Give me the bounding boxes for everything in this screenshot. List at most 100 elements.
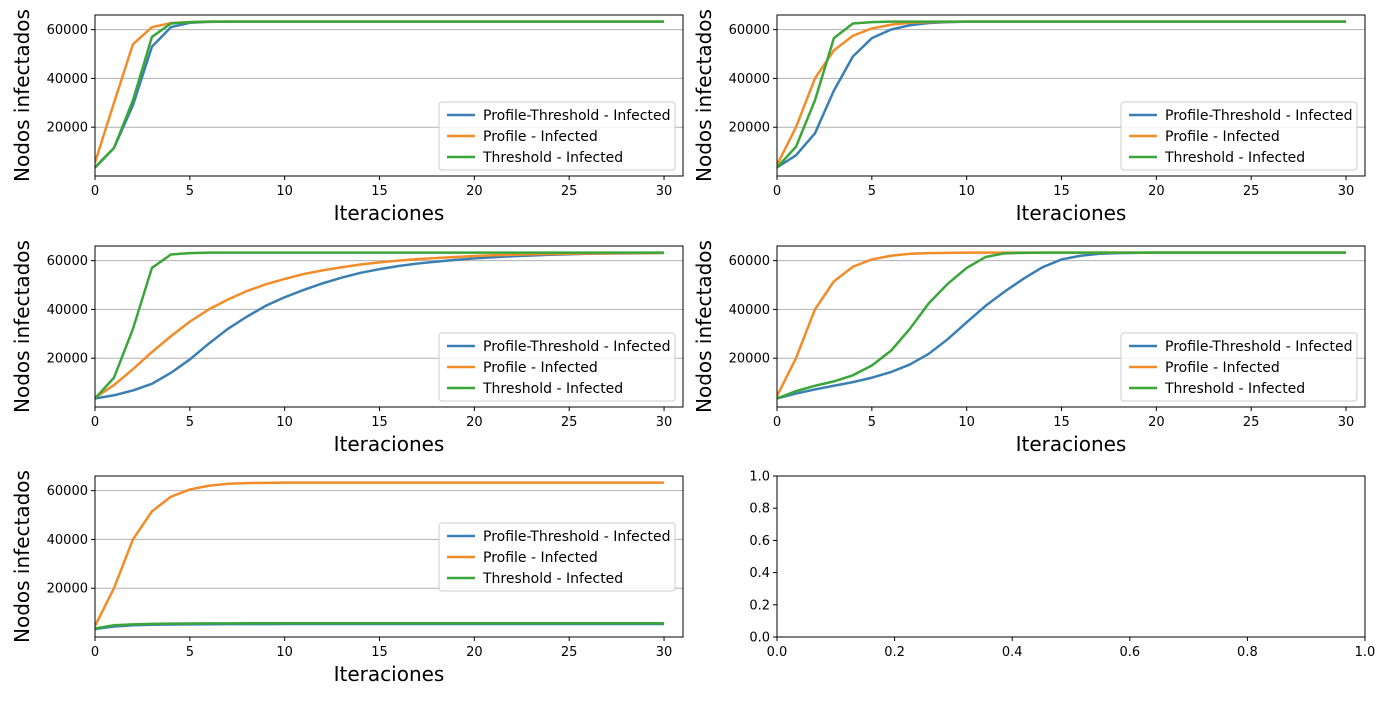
subplot-6: 0.0 0.2 0.4 0.6 0.8 1.0 0.0 0.2 0.4 0.6 0.8 1.0 bbox=[749, 470, 1375, 661]
legend: Profile-Threshold - Infected Profile - In… bbox=[438, 332, 676, 402]
legend-entry: Profile - Infected bbox=[1165, 129, 1280, 145]
legend-entry: Threshold - Infected bbox=[1164, 381, 1305, 397]
x-tick-label: 30 bbox=[656, 184, 673, 199]
y-tick-label: 1.0 bbox=[749, 470, 770, 485]
x-tick-label: 10 bbox=[276, 645, 293, 660]
x-axis-label: Iteraciones bbox=[1016, 201, 1127, 225]
y-tick-label: 0.6 bbox=[749, 534, 770, 549]
x-tick-label: 20 bbox=[1148, 415, 1165, 430]
legend-entry: Threshold - Infected bbox=[482, 571, 623, 587]
x-tick-label: 20 bbox=[466, 184, 483, 199]
x-tick-label: 20 bbox=[466, 645, 483, 660]
series-line-profile bbox=[95, 481, 665, 627]
axes-frame bbox=[776, 475, 1366, 638]
y-tick-label: 40000 bbox=[47, 533, 88, 548]
y-axis-label: Nodos infectados bbox=[10, 9, 34, 182]
legend-entry: Profile - Infected bbox=[483, 360, 598, 376]
x-tick-label: 25 bbox=[1243, 415, 1260, 430]
y-tick-label: 20000 bbox=[47, 352, 88, 367]
y-tick-label: 40000 bbox=[729, 72, 770, 87]
x-axis-label: Iteraciones bbox=[334, 662, 445, 686]
y-axis-label: Nodos infectados bbox=[10, 240, 34, 413]
y-axis-label: Nodos infectados bbox=[692, 9, 716, 182]
y-axis-label: Nodos infectados bbox=[10, 470, 34, 643]
legend-entry: Threshold - Infected bbox=[1164, 150, 1305, 166]
x-tick-label: 15 bbox=[371, 184, 388, 199]
x-tick-label: 0 bbox=[773, 415, 781, 430]
x-tick-label: 10 bbox=[276, 184, 293, 199]
legend-box bbox=[438, 101, 676, 171]
y-tick-label: 20000 bbox=[729, 121, 770, 136]
y-tick-label: 0.0 bbox=[749, 631, 770, 646]
x-tick-label: 25 bbox=[561, 645, 578, 660]
axes-frame bbox=[776, 14, 1366, 177]
x-tick-label: 30 bbox=[656, 415, 673, 430]
legend-entry: Profile - Infected bbox=[483, 550, 598, 566]
legend: Profile-Threshold - Infected Profile - In… bbox=[438, 101, 676, 171]
axes-frame bbox=[776, 245, 1366, 408]
x-tick-label: 1.0 bbox=[1355, 645, 1376, 660]
series-line-threshold bbox=[95, 20, 665, 169]
legend: Profile-Threshold - Infected Profile - In… bbox=[438, 522, 676, 592]
x-tick-label: 5 bbox=[186, 645, 194, 660]
x-tick-label: 0.6 bbox=[1119, 645, 1140, 660]
x-tick-label: 0 bbox=[91, 415, 99, 430]
axes-frame bbox=[94, 245, 684, 408]
legend-entry: Profile-Threshold - Infected bbox=[483, 339, 670, 355]
y-tick-label: 60000 bbox=[729, 23, 770, 38]
legend-entry: Profile-Threshold - Infected bbox=[1165, 339, 1352, 355]
x-tick-label: 10 bbox=[958, 184, 975, 199]
y-axis-label: Nodos infectados bbox=[692, 240, 716, 413]
y-tick-label: 60000 bbox=[47, 484, 88, 499]
series-line-threshold bbox=[777, 251, 1347, 400]
x-axis-label: Iteraciones bbox=[1016, 432, 1127, 456]
x-tick-label: 30 bbox=[1338, 415, 1355, 430]
x-tick-label: 0.0 bbox=[767, 645, 788, 660]
x-tick-label: 30 bbox=[656, 645, 673, 660]
x-tick-label: 0 bbox=[91, 184, 99, 199]
y-tick-label: 0.8 bbox=[749, 502, 770, 517]
x-tick-label: 25 bbox=[561, 415, 578, 430]
subplot-3: 20000 40000 60000 0 5 10 15 20 25 30 Iteraciones No… bbox=[10, 240, 684, 456]
legend: Profile-Threshold - Infected Profile - In… bbox=[1120, 101, 1358, 171]
x-tick-label: 15 bbox=[1053, 184, 1070, 199]
x-tick-label: 20 bbox=[1148, 184, 1165, 199]
x-tick-label: 15 bbox=[371, 645, 388, 660]
x-axis-label: Iteraciones bbox=[334, 201, 445, 225]
legend-entry: Profile-Threshold - Infected bbox=[483, 529, 670, 545]
subplot-1: 20000 40000 60000 0 5 10 15 20 25 30 Iteraciones No… bbox=[10, 9, 684, 225]
subplot-5: 20000 40000 60000 0 5 10 15 20 25 30 Iteraciones No… bbox=[10, 470, 684, 686]
y-tick-label: 40000 bbox=[47, 72, 88, 87]
axes-frame bbox=[94, 14, 684, 177]
y-tick-label: 0.2 bbox=[749, 598, 770, 613]
legend-box bbox=[438, 332, 676, 402]
x-tick-label: 10 bbox=[276, 415, 293, 430]
axes-frame bbox=[94, 475, 684, 638]
x-tick-label: 5 bbox=[186, 415, 194, 430]
series-line-threshold bbox=[777, 20, 1347, 169]
x-axis-label: Iteraciones bbox=[334, 432, 445, 456]
y-tick-label: 60000 bbox=[729, 254, 770, 269]
subplot-2: 20000 40000 60000 0 5 10 15 20 25 30 Iteraciones No… bbox=[692, 9, 1366, 225]
x-tick-label: 0 bbox=[773, 184, 781, 199]
y-tick-label: 20000 bbox=[729, 352, 770, 367]
y-tick-label: 20000 bbox=[47, 582, 88, 597]
legend: Profile-Threshold - Infected Profile - In… bbox=[1120, 332, 1358, 402]
x-tick-label: 0.4 bbox=[1002, 645, 1023, 660]
series-line-threshold bbox=[95, 621, 665, 630]
y-tick-label: 0.4 bbox=[749, 566, 770, 581]
legend-entry: Profile-Threshold - Infected bbox=[1165, 108, 1352, 124]
x-tick-label: 5 bbox=[868, 415, 876, 430]
series-line-threshold bbox=[95, 251, 665, 400]
legend-box bbox=[1120, 101, 1358, 171]
x-tick-label: 20 bbox=[466, 415, 483, 430]
legend-box bbox=[1120, 332, 1358, 402]
x-tick-label: 10 bbox=[958, 415, 975, 430]
legend-box bbox=[438, 522, 676, 592]
x-tick-label: 0 bbox=[91, 645, 99, 660]
y-tick-label: 20000 bbox=[47, 121, 88, 136]
legend-entry: Profile - Infected bbox=[483, 129, 598, 145]
x-tick-label: 5 bbox=[868, 184, 876, 199]
x-tick-label: 30 bbox=[1338, 184, 1355, 199]
